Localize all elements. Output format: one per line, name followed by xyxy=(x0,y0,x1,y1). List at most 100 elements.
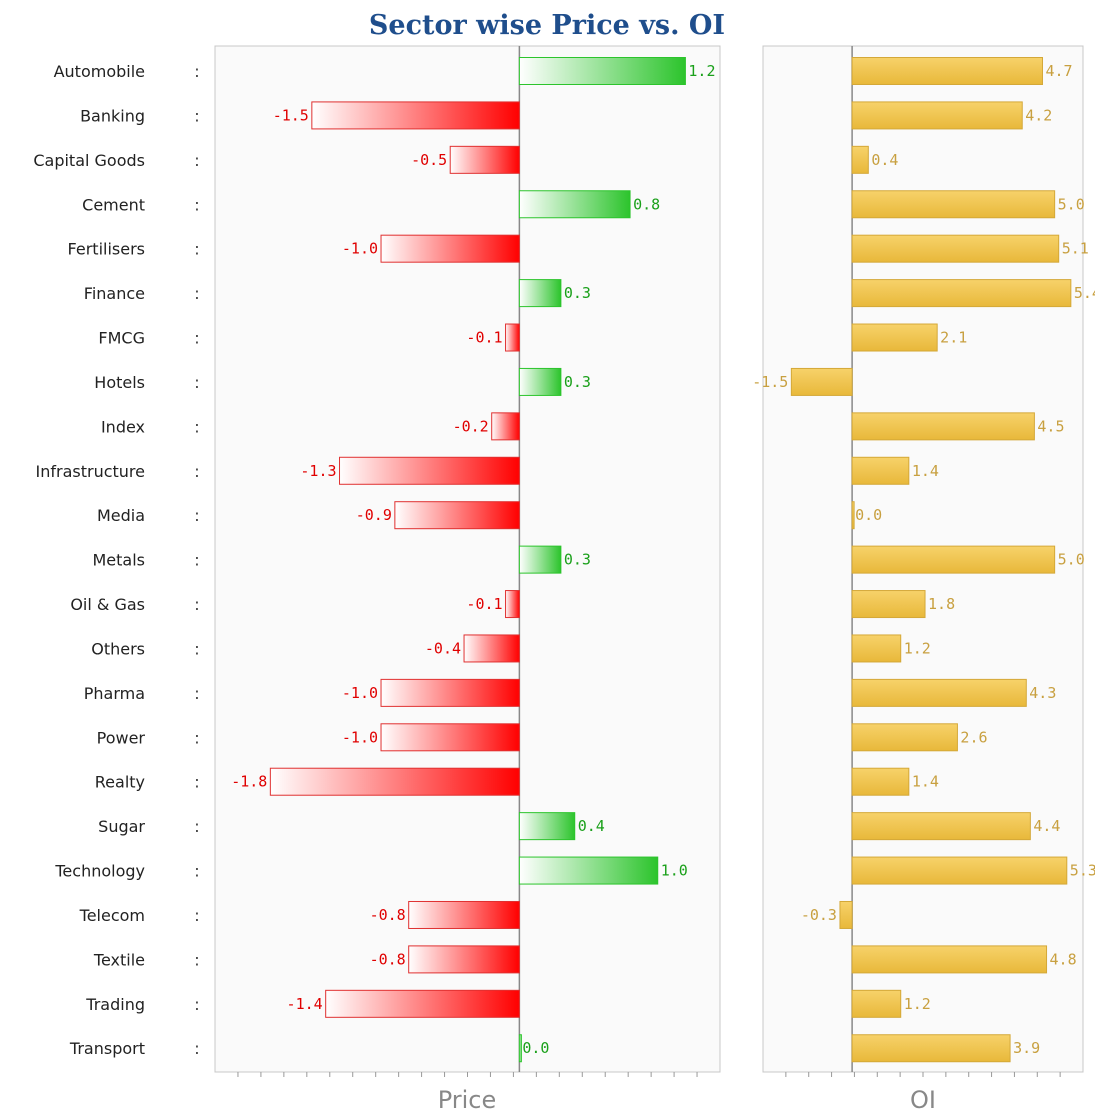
price-value-label-oil-and-gas: -0.1 xyxy=(466,595,502,613)
oi-bar-banking xyxy=(851,101,1023,130)
category-separator: : xyxy=(194,329,199,348)
oi-bar-sugar xyxy=(851,812,1031,841)
price-value-label-textile: -0.8 xyxy=(370,950,406,968)
oi-bar-others xyxy=(851,634,902,663)
price-bar-banking xyxy=(311,101,520,130)
price-value-label-others: -0.4 xyxy=(425,639,461,657)
category-separator: : xyxy=(194,773,199,792)
category-label-power: Power xyxy=(97,728,146,747)
category-separator: : xyxy=(194,684,199,703)
price-value-label-media: -0.9 xyxy=(356,506,392,524)
category-separator: : xyxy=(194,106,199,125)
price-bar-capital-goods xyxy=(449,145,520,174)
oi-value-label-transport: 3.9 xyxy=(1013,1039,1040,1057)
price-bar-others xyxy=(463,634,520,663)
oi-bar-transport xyxy=(851,1034,1011,1063)
oi-bar-automobile xyxy=(851,57,1043,85)
price-bar-media xyxy=(394,501,520,530)
price-value-label-fertilisers: -1.0 xyxy=(342,240,378,258)
oi-bar-technology xyxy=(851,856,1068,885)
category-label-cement: Cement xyxy=(82,195,145,214)
category-separator: : xyxy=(194,417,199,436)
category-label-fmcg: FMCG xyxy=(98,329,145,348)
category-label-media: Media xyxy=(97,506,145,525)
oi-value-label-hotels: -1.5 xyxy=(752,373,788,391)
price-bar-textile xyxy=(408,945,520,974)
oi-value-label-index: 4.5 xyxy=(1037,417,1064,435)
category-label-finance: Finance xyxy=(84,284,145,303)
oi-value-label-infrastructure: 1.4 xyxy=(912,462,939,480)
category-separator: : xyxy=(194,995,199,1014)
category-separator: : xyxy=(194,373,199,392)
category-separator: : xyxy=(194,728,199,747)
price-bar-infrastructure xyxy=(339,456,520,485)
category-label-hotels: Hotels xyxy=(94,373,145,392)
price-value-label-cement: 0.8 xyxy=(633,195,660,213)
category-label-transport: Transport xyxy=(69,1039,145,1058)
oi-panel: 4.7 4.2 0.4 5.0 5.1 5.4 2.1 -1.5 4.5 1.4 0.0 5.0 1.8… xyxy=(752,45,1095,1114)
oi-bar-realty xyxy=(851,767,910,796)
price-value-label-index: -0.2 xyxy=(453,417,489,435)
category-label-textile: Textile xyxy=(93,950,145,969)
price-bar-technology xyxy=(518,856,659,885)
price-bar-hotels xyxy=(518,367,562,396)
category-separator: : xyxy=(194,284,199,303)
category-label-fertilisers: Fertilisers xyxy=(68,240,145,259)
price-value-label-hotels: 0.3 xyxy=(564,373,591,391)
oi-value-label-realty: 1.4 xyxy=(912,773,939,791)
price-value-label-trading: -1.4 xyxy=(287,995,323,1013)
price-value-label-realty: -1.8 xyxy=(231,773,267,791)
category-label-telecom: Telecom xyxy=(79,906,145,925)
price-axis-title: Price xyxy=(438,1086,497,1114)
oi-value-label-metals: 5.0 xyxy=(1058,551,1085,569)
category-separator: : xyxy=(194,62,199,81)
category-separator: : xyxy=(194,551,199,570)
price-bar-oil-and-gas xyxy=(505,590,520,619)
oi-value-label-telecom: -0.3 xyxy=(801,906,837,924)
category-label-capital-goods: Capital Goods xyxy=(33,151,145,170)
price-bar-finance xyxy=(518,279,562,308)
price-bar-pharma xyxy=(380,678,520,707)
oi-value-label-capital-goods: 0.4 xyxy=(871,151,898,169)
oi-axis-title: OI xyxy=(910,1086,936,1114)
oi-bar-infrastructure xyxy=(851,456,910,485)
category-separator: : xyxy=(194,195,199,214)
oi-value-label-others: 1.2 xyxy=(904,639,931,657)
category-separator: : xyxy=(194,462,199,481)
oi-bar-trading xyxy=(851,989,902,1018)
oi-bar-textile xyxy=(851,945,1048,974)
oi-value-label-power: 2.6 xyxy=(960,728,987,746)
category-separator: : xyxy=(194,817,199,836)
price-bar-transport xyxy=(518,1034,522,1063)
price-value-label-automobile: 1.2 xyxy=(688,62,715,80)
price-bar-sugar xyxy=(518,812,576,841)
price-bar-index xyxy=(491,412,520,441)
price-bar-power xyxy=(380,723,520,752)
oi-value-label-oil-and-gas: 1.8 xyxy=(928,595,955,613)
category-label-index: Index xyxy=(101,417,145,436)
category-separator: : xyxy=(194,506,199,525)
oi-bar-power xyxy=(851,723,958,752)
category-separator: : xyxy=(194,862,199,881)
oi-bar-index xyxy=(851,412,1035,441)
oi-bar-telecom xyxy=(839,900,853,929)
oi-bar-media xyxy=(851,501,855,530)
price-bar-trading xyxy=(325,989,520,1018)
category-separator: : xyxy=(194,151,199,170)
category-label-automobile: Automobile xyxy=(54,62,145,81)
price-value-label-metals: 0.3 xyxy=(564,551,591,569)
oi-bar-fmcg xyxy=(851,323,938,352)
oi-value-label-trading: 1.2 xyxy=(904,995,931,1013)
category-label-realty: Realty xyxy=(95,773,145,792)
category-separator: : xyxy=(194,950,199,969)
category-label-metals: Metals xyxy=(92,551,145,570)
category-label-trading: Trading xyxy=(85,995,145,1014)
oi-value-label-finance: 5.4 xyxy=(1074,284,1095,302)
category-separator: : xyxy=(194,639,199,658)
price-bar-realty xyxy=(269,767,520,796)
oi-value-label-cement: 5.0 xyxy=(1058,195,1085,213)
oi-bar-cement xyxy=(851,190,1056,219)
price-panel: 1.2 -1.5 -0.5 0.8 -1.0 0.3 -0.1 0.3 -0.2 -1.3 -0.9… xyxy=(214,45,721,1114)
price-bar-fmcg xyxy=(505,323,520,352)
